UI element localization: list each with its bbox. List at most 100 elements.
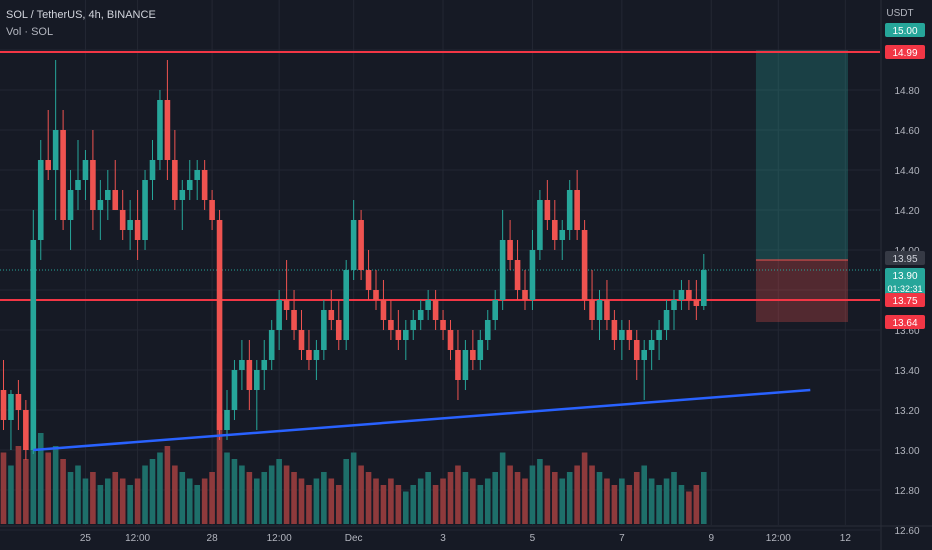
price-tick-label: 14.60 xyxy=(894,126,919,137)
volume-bar xyxy=(470,478,476,524)
symbol-title[interactable]: SOL / TetherUS, 4h, BINANCE xyxy=(6,9,156,21)
volume-bar xyxy=(619,478,625,524)
candle xyxy=(328,290,335,330)
candle-body xyxy=(75,180,81,190)
candle xyxy=(701,254,707,310)
candle xyxy=(410,310,417,340)
target-price-badge-text: 15.00 xyxy=(892,26,917,37)
candle-body xyxy=(492,300,498,320)
volume-bar xyxy=(216,413,223,524)
candle-body xyxy=(112,190,119,210)
candle-body xyxy=(201,170,208,200)
candle xyxy=(335,300,342,350)
volume-bar xyxy=(306,485,312,524)
volume-bar xyxy=(499,452,506,524)
candle xyxy=(455,330,461,400)
time-tick-label: 3 xyxy=(440,533,446,544)
last-price-text: 13.90 xyxy=(892,271,917,282)
volume-bar xyxy=(224,452,230,524)
long-position-tool[interactable] xyxy=(755,50,848,322)
candle-body xyxy=(119,210,126,230)
candle-body xyxy=(380,300,387,320)
candle xyxy=(350,200,357,280)
horizontal-levels[interactable] xyxy=(0,51,880,301)
candle-body xyxy=(678,290,685,300)
candle-body xyxy=(224,410,230,430)
candle-body xyxy=(283,300,290,310)
candle-body xyxy=(626,330,633,340)
candle-body xyxy=(410,320,417,330)
candle xyxy=(37,140,44,260)
candle xyxy=(633,330,640,380)
time-tick-label: 5 xyxy=(530,533,536,544)
candle xyxy=(596,290,603,340)
candle xyxy=(365,250,372,300)
candle xyxy=(604,280,610,330)
candle xyxy=(388,300,394,340)
candle xyxy=(477,330,484,370)
candle xyxy=(149,140,156,200)
volume-bar xyxy=(149,459,156,524)
countdown-text: 01:32:31 xyxy=(887,284,922,294)
candle xyxy=(417,300,424,330)
candle xyxy=(425,290,431,320)
volume-bar xyxy=(388,478,394,524)
time-tick-label: 12:00 xyxy=(267,533,292,544)
candle xyxy=(671,290,677,330)
candle-body xyxy=(30,240,37,450)
candle-body xyxy=(335,320,342,340)
candle xyxy=(678,280,685,310)
candle xyxy=(283,260,290,320)
candle-body xyxy=(656,330,662,340)
volume-bar xyxy=(335,485,342,524)
candle-body xyxy=(559,230,566,240)
volume-bar xyxy=(648,478,655,524)
candle xyxy=(186,160,193,200)
candle xyxy=(693,280,700,320)
candle-body xyxy=(216,220,223,430)
candle xyxy=(67,170,74,250)
volume-bar xyxy=(417,478,424,524)
trendline[interactable] xyxy=(33,388,811,452)
volume-bar xyxy=(194,485,200,524)
candle xyxy=(306,330,312,370)
candle xyxy=(224,390,230,440)
high-price-badge xyxy=(885,251,925,265)
candle-body xyxy=(127,220,133,230)
volume-bar xyxy=(477,485,484,524)
candle-body xyxy=(231,370,238,410)
candle xyxy=(611,310,618,350)
volume-bar xyxy=(693,485,700,524)
candle-body xyxy=(484,320,491,340)
volume-bar xyxy=(492,472,498,524)
time-tick-label: 12:00 xyxy=(125,533,150,544)
candle xyxy=(686,280,692,310)
candle-body xyxy=(246,360,253,390)
volume-bar xyxy=(581,452,588,524)
candle xyxy=(298,310,305,360)
volume-indicator-label[interactable]: Vol · SOL xyxy=(6,26,54,38)
volume-bar xyxy=(462,472,469,524)
candle-body xyxy=(321,310,327,350)
price-tick-label: 14.40 xyxy=(894,166,919,177)
stop-zone xyxy=(755,260,848,322)
candle-body xyxy=(499,240,506,300)
candle-body xyxy=(417,310,424,320)
candle-body xyxy=(298,330,305,350)
candle-body xyxy=(142,180,148,240)
candle xyxy=(142,170,148,250)
candle xyxy=(313,340,320,380)
target-price-badge xyxy=(885,23,925,37)
candle xyxy=(358,210,364,280)
time-tick-label: 12:00 xyxy=(766,533,791,544)
time-axis[interactable]: 25 12:00 28 12:00 Dec 3 5 7 9 12:00 12 xyxy=(0,525,932,544)
volume-bar xyxy=(626,485,633,524)
candle xyxy=(484,310,491,350)
candle-body xyxy=(596,300,603,320)
candle xyxy=(656,320,662,360)
volume-bar xyxy=(268,465,275,524)
volume-bar xyxy=(537,459,543,524)
candle xyxy=(254,360,260,430)
